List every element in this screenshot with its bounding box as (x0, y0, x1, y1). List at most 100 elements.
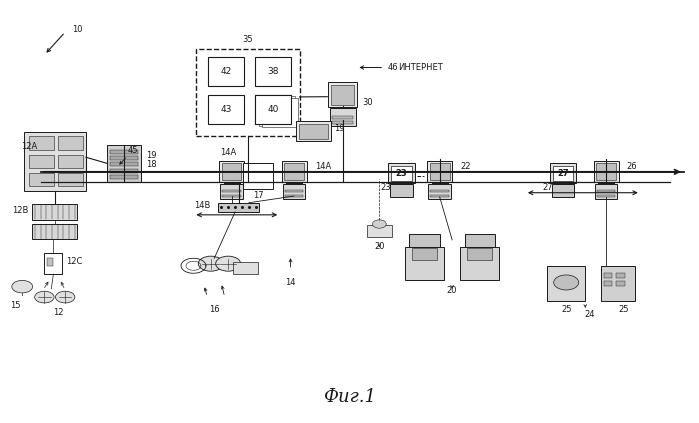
Text: 12: 12 (53, 308, 64, 317)
Circle shape (199, 256, 223, 271)
Text: 14: 14 (285, 278, 296, 287)
Text: 19: 19 (334, 124, 345, 133)
Text: 38: 38 (268, 67, 279, 76)
Text: 42: 42 (220, 67, 231, 76)
Bar (108, 145, 140, 182)
Text: 35: 35 (243, 35, 253, 44)
Bar (412, 248, 437, 259)
Bar (218, 203, 259, 212)
Text: 46: 46 (388, 63, 398, 72)
Bar (255, 95, 291, 124)
Bar (367, 225, 392, 236)
Text: 25: 25 (618, 305, 628, 314)
Bar (390, 184, 412, 197)
Text: 24: 24 (585, 310, 596, 319)
Bar (196, 49, 300, 136)
Bar (328, 82, 357, 107)
Bar (110, 150, 138, 154)
Text: 14B: 14B (194, 201, 211, 210)
Text: 15: 15 (10, 301, 20, 310)
Bar (110, 168, 138, 173)
Bar (262, 98, 298, 127)
Bar (553, 166, 573, 181)
Bar (233, 261, 258, 274)
Bar (208, 95, 244, 124)
Bar (604, 273, 612, 278)
Bar (284, 195, 303, 197)
Bar (29, 155, 54, 168)
Bar (58, 173, 83, 187)
Bar (47, 258, 52, 266)
Bar (405, 247, 444, 280)
Bar (332, 121, 353, 124)
Text: 30: 30 (362, 99, 373, 107)
Text: 43: 43 (220, 105, 232, 114)
Text: 23: 23 (396, 169, 408, 178)
Bar (222, 163, 241, 180)
Text: 20: 20 (374, 242, 384, 251)
Bar (547, 266, 585, 301)
Bar (29, 136, 54, 150)
Bar (220, 184, 243, 199)
Circle shape (55, 291, 75, 303)
Bar (604, 281, 612, 286)
Bar (208, 57, 244, 86)
Bar (331, 85, 354, 104)
Bar (595, 184, 617, 199)
Bar (617, 281, 625, 286)
Bar (243, 164, 273, 189)
Bar (329, 108, 356, 126)
Text: 14A: 14A (315, 162, 331, 171)
Bar (596, 163, 616, 180)
Bar (58, 136, 83, 150)
Bar (32, 204, 78, 220)
Bar (391, 166, 412, 181)
Text: 25: 25 (561, 305, 572, 314)
Bar (222, 195, 241, 197)
Bar (461, 247, 499, 280)
Text: 40: 40 (268, 105, 279, 114)
Circle shape (12, 280, 33, 293)
Bar (593, 161, 619, 182)
Bar (283, 184, 305, 199)
Bar (389, 163, 415, 183)
Text: 12A: 12A (22, 142, 38, 151)
Bar (284, 190, 303, 192)
Bar (601, 266, 635, 301)
Bar (430, 163, 449, 180)
Bar (431, 195, 449, 197)
Text: Фиг.1: Фиг.1 (323, 387, 376, 406)
Bar (32, 224, 78, 239)
Bar (409, 234, 440, 247)
Bar (617, 273, 625, 278)
Text: 22: 22 (461, 162, 471, 171)
Bar (284, 163, 304, 180)
Text: ИНТЕРНЕТ: ИНТЕРНЕТ (398, 63, 442, 72)
Text: 19: 19 (146, 151, 157, 159)
Text: 26: 26 (627, 162, 637, 171)
Bar (29, 173, 54, 187)
Text: 18: 18 (146, 160, 157, 169)
Bar (299, 124, 328, 139)
Text: 17: 17 (252, 191, 264, 200)
Bar (428, 184, 451, 199)
Bar (219, 161, 244, 182)
Bar (465, 234, 495, 247)
Bar (282, 161, 307, 182)
Bar (296, 121, 331, 141)
Bar (255, 95, 291, 124)
Bar (332, 116, 353, 118)
Text: 12C: 12C (66, 257, 82, 266)
Text: 12B: 12B (12, 206, 29, 215)
Bar (110, 156, 138, 160)
Bar (597, 190, 615, 192)
Bar (597, 195, 615, 197)
Text: 23: 23 (380, 183, 391, 192)
Text: 20: 20 (447, 286, 457, 295)
Bar (255, 57, 291, 86)
Bar (110, 175, 138, 179)
Bar (222, 190, 241, 192)
Circle shape (35, 291, 54, 303)
Text: 14A: 14A (220, 148, 236, 157)
Bar (259, 96, 295, 126)
